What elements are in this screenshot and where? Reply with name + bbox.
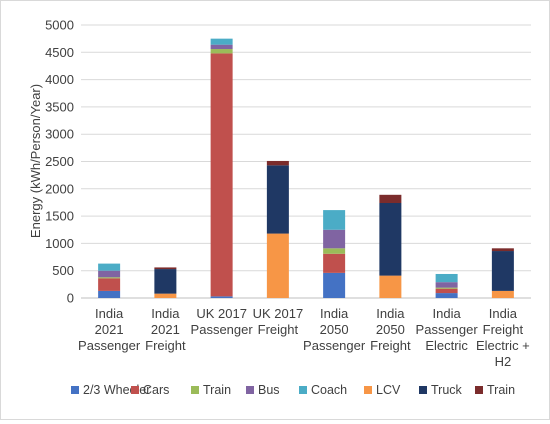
category-label: Passenger [191, 322, 254, 337]
bar-segment-truck-3 [266, 165, 289, 234]
bar-segment-truck-7 [491, 251, 514, 291]
axes: 0 500 1000 1500 2000 2500 3000 3500 4000 4500 5000 [45, 18, 531, 306]
legend-swatch [299, 386, 307, 394]
bar-segment-coach-0 [98, 263, 121, 271]
y-tick-label: 5000 [45, 18, 74, 33]
bar-segment-2-3-wheeler-0 [98, 290, 121, 298]
category-label: Electric [425, 338, 468, 353]
category-label: UK 2017 [253, 306, 304, 321]
y-tick-label: 1000 [45, 236, 74, 251]
bar-segment-train-0 [98, 277, 121, 279]
y-axis-title: Energy (kWh/Person/Year) [28, 84, 43, 238]
category-label: Freight [483, 322, 524, 337]
bar-segment-lcv-1 [154, 293, 177, 298]
legend-label: Cars [143, 383, 169, 397]
category-label: 2050 [376, 322, 405, 337]
bar-segment-train-6 [435, 287, 458, 289]
category-label: H2 [495, 354, 512, 369]
category-label: Freight [258, 322, 299, 337]
bar-segment-cars-2 [210, 53, 233, 297]
y-tick-label: 4000 [45, 72, 74, 87]
legend-label: LCV [376, 383, 401, 397]
bar-segment-train-4 [323, 248, 346, 254]
category-label: UK 2017 [196, 306, 247, 321]
category-label: India [376, 306, 405, 321]
legend-swatch [246, 386, 254, 394]
y-tick-label: 3500 [45, 99, 74, 114]
legend-label: Train [487, 383, 515, 397]
y-tick-label: 3000 [45, 127, 74, 142]
category-label: India [151, 306, 180, 321]
bar-segment-truck-5 [379, 202, 402, 276]
legend-swatch [191, 386, 199, 394]
bar-segment-2-3-wheeler-6 [435, 293, 458, 298]
category-label: Freight [145, 338, 186, 353]
bar-segment-train-2 [210, 49, 233, 54]
legend-swatch [475, 386, 483, 394]
category-label: Electric + [476, 338, 530, 353]
legend-label: Bus [258, 383, 280, 397]
bar-segment-truck-1 [154, 269, 177, 294]
legend-label: Train [203, 383, 231, 397]
legend-label: Truck [431, 383, 463, 397]
bar-segment-cars-6 [435, 288, 458, 294]
bar-segment-bus-4 [323, 229, 346, 249]
bar-segment-lcv-7 [491, 290, 514, 298]
legend-swatch [419, 386, 427, 394]
category-label: 2021 [95, 322, 124, 337]
y-tick-label: 500 [52, 263, 74, 278]
legend-swatch [364, 386, 372, 394]
category-label: India [433, 306, 462, 321]
category-label: India [320, 306, 349, 321]
y-tick-label: 1500 [45, 209, 74, 224]
legend-swatch [131, 386, 139, 394]
bar-segment-train-5 [379, 194, 402, 203]
bar-segment-cars-4 [323, 253, 346, 273]
bar-segment-2-3-wheeler-4 [323, 272, 346, 298]
y-tick-label: 2500 [45, 154, 74, 169]
y-tick-label: 2000 [45, 181, 74, 196]
legend-label: 2/3 Wheeler [83, 383, 150, 397]
category-label: Passenger [416, 322, 479, 337]
bar-segment-coach-4 [323, 210, 346, 230]
bar-segment-2-3-wheeler-2 [210, 296, 233, 298]
bar-segment-train-7 [491, 248, 514, 252]
bar-segment-train-1 [154, 267, 177, 270]
bars [98, 38, 514, 298]
bar-segment-bus-0 [98, 270, 121, 278]
bar-segment-bus-2 [210, 44, 233, 50]
bar-segment-lcv-3 [266, 233, 289, 298]
category-label: India [95, 306, 124, 321]
bar-segment-coach-2 [210, 38, 233, 45]
y-tick-label: 4500 [45, 45, 74, 60]
bar-segment-cars-0 [98, 278, 121, 291]
bar-segment-train-3 [266, 160, 289, 166]
category-label: India [489, 306, 518, 321]
category-label: 2050 [320, 322, 349, 337]
category-label: Freight [370, 338, 411, 353]
bar-segment-bus-6 [435, 282, 458, 288]
bar-segment-lcv-5 [379, 275, 402, 298]
category-label: 2021 [151, 322, 180, 337]
y-tick-label: 0 [67, 291, 74, 306]
category-label: Passenger [78, 338, 141, 353]
legend-label: Coach [311, 383, 347, 397]
gridlines [81, 24, 531, 272]
bar-segment-coach-6 [435, 273, 458, 283]
legend-swatch [71, 386, 79, 394]
category-label: Passenger [303, 338, 366, 353]
